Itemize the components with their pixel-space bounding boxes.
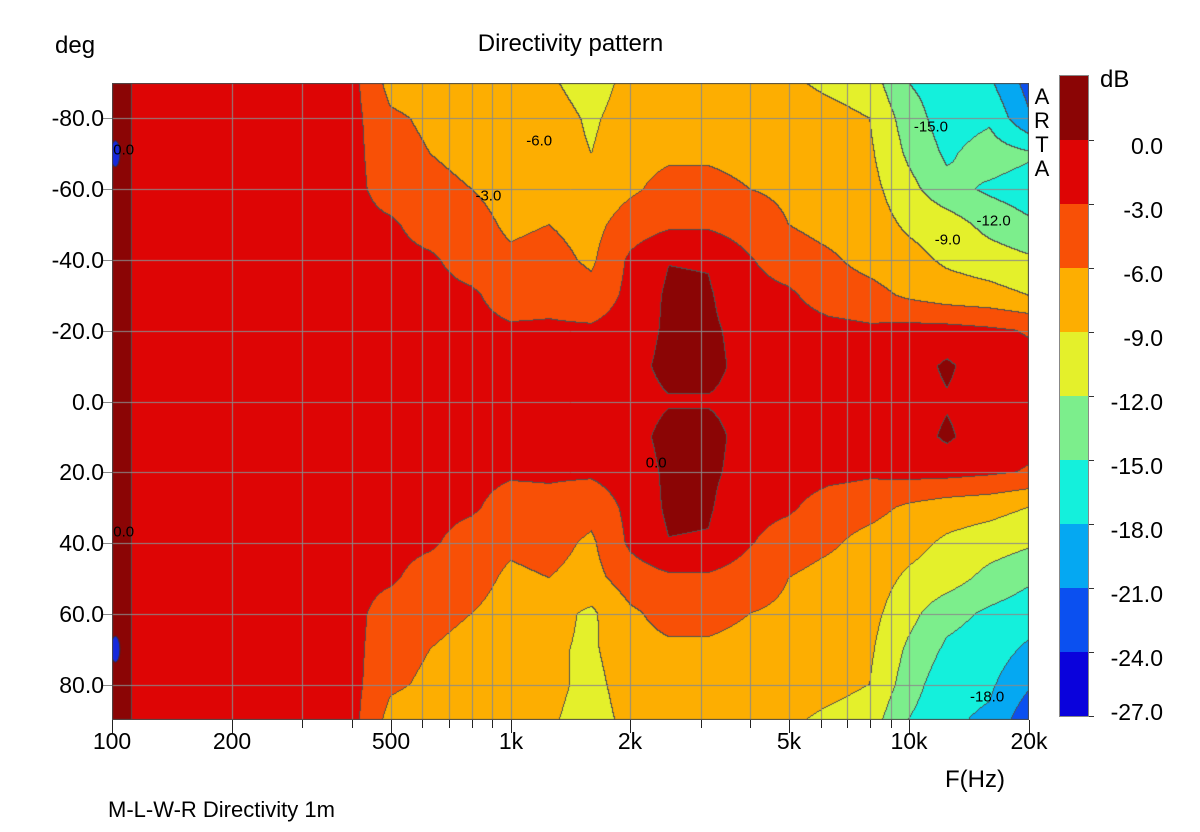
legend-title: dB bbox=[1100, 66, 1130, 93]
contour-label: 0.0 bbox=[645, 454, 667, 472]
legend-tick bbox=[1089, 204, 1094, 205]
x-tick bbox=[701, 720, 702, 728]
legend-tick bbox=[1089, 460, 1094, 461]
legend-value: -3.0 bbox=[1123, 197, 1163, 223]
legend-tick bbox=[1089, 332, 1094, 333]
x-tick bbox=[422, 720, 423, 728]
legend-value: -6.0 bbox=[1123, 261, 1163, 287]
x-tick bbox=[1029, 720, 1030, 733]
x-tick bbox=[232, 720, 233, 733]
watermark-letter: A bbox=[1034, 156, 1050, 181]
x-tick-label: 10k bbox=[890, 728, 928, 754]
x-tick bbox=[630, 720, 631, 733]
y-tick bbox=[103, 189, 112, 190]
legend-swatch bbox=[1060, 396, 1088, 460]
y-tick-label: 80.0 bbox=[59, 672, 104, 698]
y-tick-label: -20.0 bbox=[51, 318, 104, 344]
contour-label: 0.0 bbox=[113, 523, 135, 541]
x-tick-label: 20k bbox=[1010, 728, 1048, 754]
legend-value: -15.0 bbox=[1110, 453, 1163, 479]
x-tick-label: 200 bbox=[212, 728, 252, 754]
contour-label: 0.0 bbox=[113, 141, 135, 159]
x-tick bbox=[492, 720, 493, 728]
contour-label: -18.0 bbox=[969, 688, 1005, 706]
x-tick-label: 100 bbox=[92, 728, 132, 754]
x-axis-unit-label: F(Hz) bbox=[945, 766, 1005, 793]
legend-swatch bbox=[1060, 332, 1088, 396]
x-tick bbox=[472, 720, 473, 728]
y-axis-unit-label: deg bbox=[55, 32, 96, 59]
watermark-letter: A bbox=[1034, 84, 1050, 109]
x-tick bbox=[352, 720, 353, 728]
legend-value: -9.0 bbox=[1123, 325, 1163, 351]
legend-tick bbox=[1089, 588, 1094, 589]
watermark-letter: T bbox=[1035, 132, 1049, 157]
x-tick bbox=[112, 720, 113, 733]
chart-title: Directivity pattern bbox=[477, 30, 664, 57]
y-tick bbox=[103, 543, 112, 544]
x-tick bbox=[847, 720, 848, 728]
contour-label: -3.0 bbox=[475, 187, 502, 205]
footer-caption: M-L-W-R Directivity 1m bbox=[108, 797, 335, 822]
legend-value: -18.0 bbox=[1110, 517, 1163, 543]
y-tick bbox=[103, 331, 112, 332]
directivity-heatmap bbox=[112, 83, 1029, 720]
legend-tick bbox=[1089, 396, 1094, 397]
x-tick bbox=[789, 720, 790, 733]
legend-swatch bbox=[1060, 140, 1088, 204]
y-tick bbox=[103, 118, 112, 119]
legend-tick bbox=[1089, 140, 1094, 141]
y-tick-label: 0.0 bbox=[72, 389, 104, 415]
y-tick-label: -40.0 bbox=[51, 247, 104, 273]
contour-label: -9.0 bbox=[934, 231, 961, 249]
y-tick-label: -80.0 bbox=[51, 105, 104, 131]
legend-tick bbox=[1089, 268, 1094, 269]
contour-label: -6.0 bbox=[526, 132, 553, 150]
contour-label: -12.0 bbox=[976, 212, 1011, 230]
legend-tick bbox=[1089, 524, 1094, 525]
x-tick-label: 500 bbox=[371, 728, 411, 754]
x-tick bbox=[391, 720, 392, 733]
legend-swatch bbox=[1060, 588, 1088, 652]
watermark-letter: R bbox=[1034, 108, 1050, 133]
x-tick bbox=[449, 720, 450, 728]
legend-tick bbox=[1089, 652, 1094, 653]
x-tick bbox=[821, 720, 822, 728]
legend-swatch bbox=[1060, 204, 1088, 268]
x-tick-label: 1k bbox=[498, 728, 524, 754]
y-tick-label: 60.0 bbox=[59, 601, 104, 627]
legend-value: -12.0 bbox=[1110, 389, 1163, 415]
legend-swatch bbox=[1060, 460, 1088, 524]
y-tick-label: 40.0 bbox=[59, 530, 104, 556]
x-tick bbox=[870, 720, 871, 728]
y-tick bbox=[103, 402, 112, 403]
x-tick bbox=[511, 720, 512, 733]
legend-swatch bbox=[1060, 524, 1088, 588]
y-tick bbox=[103, 614, 112, 615]
legend-swatch bbox=[1060, 76, 1088, 140]
x-tick bbox=[909, 720, 910, 733]
x-tick bbox=[302, 720, 303, 728]
y-tick bbox=[103, 472, 112, 473]
legend-value: -24.0 bbox=[1110, 645, 1163, 671]
y-tick-label: -60.0 bbox=[51, 176, 104, 202]
y-tick bbox=[103, 685, 112, 686]
legend-value: -21.0 bbox=[1110, 581, 1163, 607]
x-tick bbox=[891, 720, 892, 728]
x-tick bbox=[750, 720, 751, 728]
legend-value: -27.0 bbox=[1110, 699, 1163, 725]
legend-tick bbox=[1089, 716, 1094, 717]
legend-swatch bbox=[1060, 268, 1088, 332]
legend-colorbar bbox=[1059, 75, 1089, 717]
contour-label: -15.0 bbox=[913, 118, 949, 136]
x-tick-label: 2k bbox=[617, 728, 643, 754]
legend-swatch bbox=[1060, 652, 1088, 716]
y-tick bbox=[103, 260, 112, 261]
legend-value: 0.0 bbox=[1131, 133, 1163, 159]
x-tick-label: 5k bbox=[776, 728, 802, 754]
y-tick-label: 20.0 bbox=[59, 459, 104, 485]
